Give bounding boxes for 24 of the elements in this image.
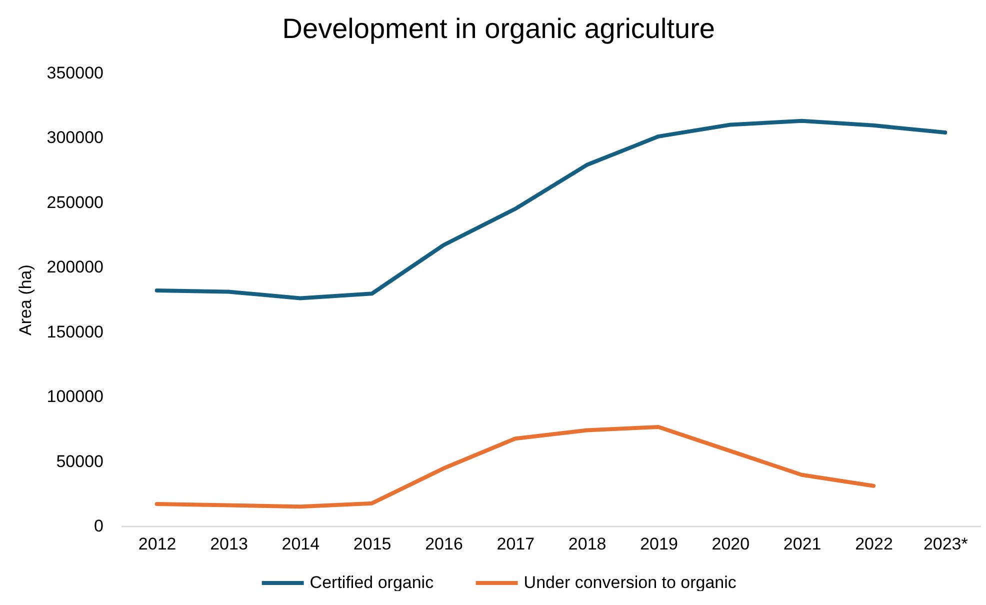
chart-title: Development in organic agriculture: [282, 13, 715, 44]
y-tick-label: 100000: [46, 387, 104, 406]
y-tick-label: 250000: [46, 192, 104, 212]
y-tick-label: 0: [94, 516, 104, 536]
line-series: [154, 118, 948, 300]
y-tick-label: 150000: [46, 322, 104, 342]
x-tick-label: 2020: [712, 534, 750, 554]
x-tick-label: 2017: [496, 534, 535, 554]
x-tick-label: 2022: [855, 534, 893, 554]
x-tick-label: 2013: [210, 534, 248, 554]
x-tick-label: 2016: [425, 534, 463, 554]
y-tick-label: 300000: [46, 128, 104, 148]
y-tick-label: 50000: [56, 452, 104, 471]
x-tick-label: 2015: [353, 534, 392, 554]
x-tick-label: 2014: [282, 534, 320, 554]
x-tick-label: 2012: [138, 534, 176, 554]
y-axis-title: Area (ha): [16, 264, 35, 336]
x-tick-label: 2018: [568, 534, 606, 554]
x-tick-label: 2019: [640, 534, 678, 554]
x-tick-label: 2021: [783, 534, 822, 554]
y-tick-label: 350000: [46, 64, 104, 82]
line-series: [154, 424, 876, 509]
x-tick-label: 2023*: [923, 534, 968, 554]
y-tick-label: 200000: [46, 258, 104, 277]
